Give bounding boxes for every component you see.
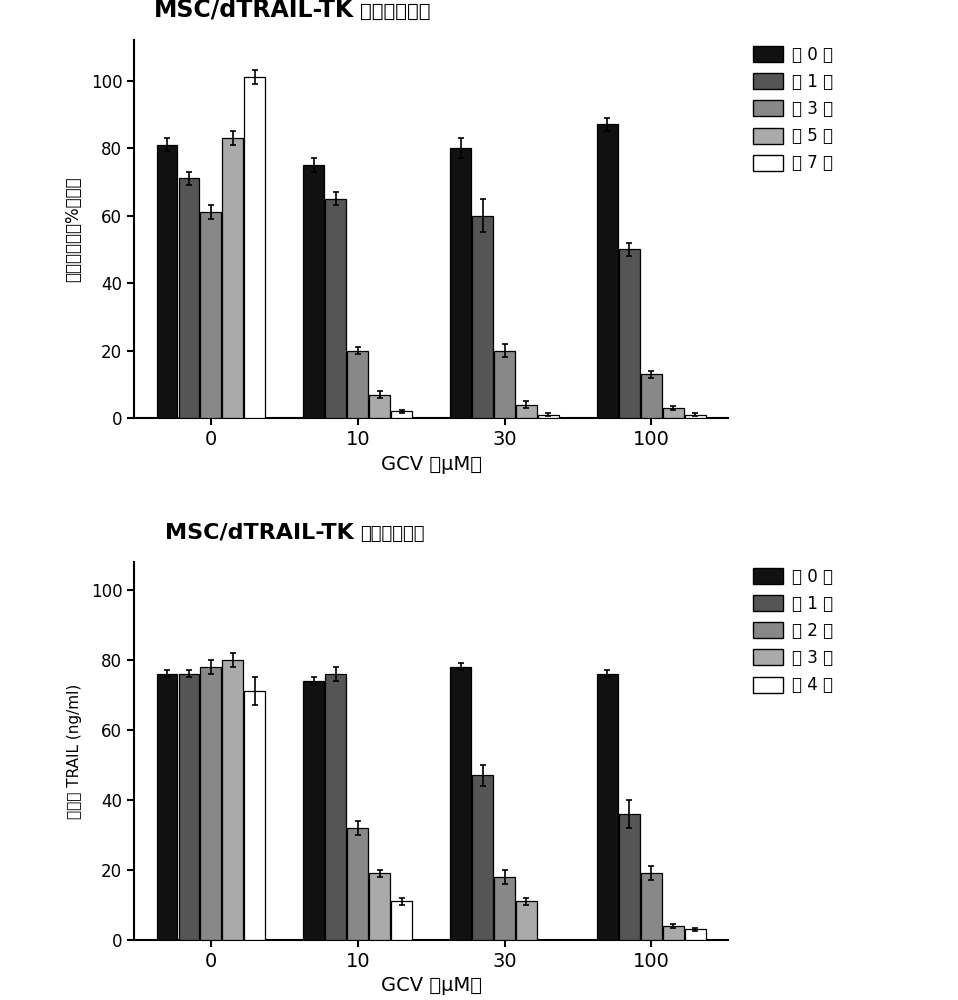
Bar [619, 249, 640, 418]
Bar [244, 691, 265, 940]
Legend: 第 0 天, 第 1 天, 第 2 天, 第 3 天, 第 4 天: 第 0 天, 第 1 天, 第 2 天, 第 3 天, 第 4 天 [748, 563, 837, 699]
Bar [472, 775, 493, 940]
Bar [348, 828, 368, 940]
Bar [178, 674, 199, 940]
Bar [156, 145, 177, 418]
Legend: 第 0 天, 第 1 天, 第 3 天, 第 5 天, 第 7 天: 第 0 天, 第 1 天, 第 3 天, 第 5 天, 第 7 天 [748, 41, 837, 177]
Bar [326, 199, 346, 418]
Bar [641, 374, 662, 418]
Bar [663, 926, 684, 940]
Bar [200, 212, 221, 418]
Bar [304, 681, 324, 940]
Bar [369, 395, 390, 418]
X-axis label: GCV （μM）: GCV （μM） [380, 976, 482, 995]
Bar [391, 411, 412, 418]
Bar [663, 408, 684, 418]
Bar [685, 415, 706, 418]
Bar [641, 873, 662, 940]
Y-axis label: 细胞存活率（%对照）: 细胞存活率（%对照） [64, 176, 82, 282]
Bar [472, 216, 493, 418]
Bar [304, 165, 324, 418]
Bar [516, 405, 536, 418]
Text: MSC/dTRAIL-TK: MSC/dTRAIL-TK [165, 523, 354, 543]
Bar [326, 674, 346, 940]
Bar [348, 351, 368, 418]
Text: 的细胞存活率: 的细胞存活率 [360, 2, 430, 21]
Bar [619, 814, 640, 940]
Bar [222, 660, 243, 940]
Bar [597, 674, 618, 940]
Text: MSC/dTRAIL-TK: MSC/dTRAIL-TK [153, 0, 354, 21]
Bar [244, 77, 265, 418]
Bar [685, 929, 706, 940]
Bar [450, 667, 471, 940]
Bar [538, 415, 559, 418]
Bar [494, 351, 514, 418]
Bar [450, 148, 471, 418]
Bar [516, 901, 536, 940]
Bar [597, 124, 618, 418]
X-axis label: GCV （μM）: GCV （μM） [380, 455, 482, 474]
Bar [494, 877, 514, 940]
Bar [156, 674, 177, 940]
Bar [391, 901, 412, 940]
Bar [178, 178, 199, 418]
Text: 的细胞存活率: 的细胞存活率 [360, 525, 424, 543]
Bar [369, 873, 390, 940]
Y-axis label: 分泌的 TRAIL (ng/ml): 分泌的 TRAIL (ng/ml) [67, 683, 82, 819]
Bar [200, 667, 221, 940]
Bar [222, 138, 243, 418]
